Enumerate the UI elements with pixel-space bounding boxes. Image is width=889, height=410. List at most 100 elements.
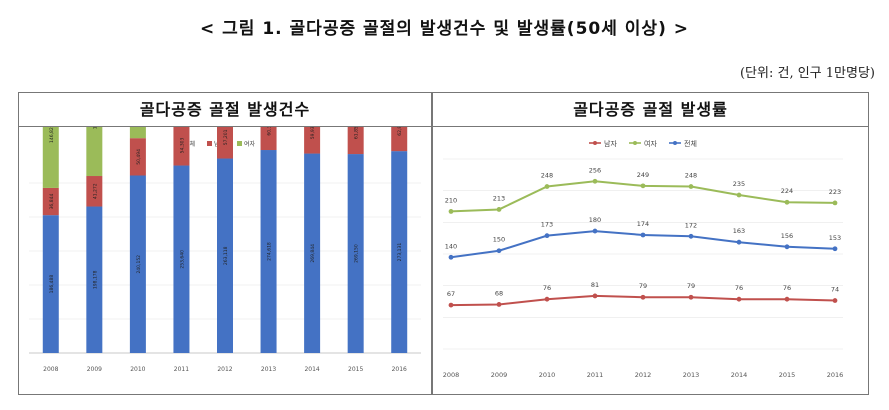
rate-chart-panel: 골다공증 골절 발생률 남자 여자 전체 67 68 76 81 79 79 76 76 74 210 2… <box>433 93 868 394</box>
data-label-female: 151,606 <box>92 127 98 129</box>
bar-total <box>391 151 408 353</box>
x-tick-label: 2014 <box>731 371 748 379</box>
data-point <box>496 207 502 212</box>
rate-line-chart: 남자 여자 전체 67 68 76 81 79 79 76 76 74 210 213 248 256 249 2… <box>443 139 844 379</box>
data-label-total: 253,640 <box>179 250 185 269</box>
legend-label: 전체 <box>184 140 195 148</box>
data-label-male: 60,385 <box>267 127 273 136</box>
unit-note: (단위: 건, 인구 1만명당) <box>739 66 875 81</box>
x-tick-label: 2008 <box>43 366 58 373</box>
data-label: 153 <box>829 234 841 242</box>
data-label: 248 <box>685 172 697 180</box>
legend-swatch <box>207 141 212 146</box>
x-tick-label: 2011 <box>587 371 604 379</box>
data-label-male: 57,201 <box>223 129 229 145</box>
legend-marker <box>633 141 637 145</box>
bar-total <box>217 158 233 353</box>
data-point <box>736 239 742 245</box>
count-chart-header: 골다공증 골절 발생건수 <box>19 93 431 127</box>
x-tick-label: 2015 <box>779 371 796 379</box>
data-point <box>640 232 646 238</box>
x-tick-label: 2008 <box>443 371 460 379</box>
data-label-total: 186,488 <box>49 275 55 294</box>
legend-label: 여자 <box>644 139 657 148</box>
data-label-female: 146,822 <box>49 127 55 143</box>
data-point <box>736 296 742 302</box>
data-point <box>448 209 454 214</box>
data-point <box>544 233 550 239</box>
x-tick-label: 2010 <box>539 371 556 379</box>
bar-total <box>347 154 364 353</box>
bar-male <box>42 187 59 216</box>
data-label: 76 <box>543 284 551 292</box>
data-label-total: 274,618 <box>267 242 273 261</box>
legend-swatch <box>237 141 242 146</box>
data-label: 256 <box>589 166 601 174</box>
data-label-male: 41,272 <box>92 183 98 199</box>
data-label-total: 269,150 <box>354 244 360 263</box>
data-label: 163 <box>733 227 745 235</box>
data-point <box>832 246 838 252</box>
bar-male <box>173 125 190 166</box>
legend-marker <box>593 141 597 145</box>
data-label: 140 <box>445 242 457 250</box>
legend-label: 남자 <box>604 139 617 148</box>
data-label: 68 <box>495 289 503 297</box>
bar-total <box>42 215 59 353</box>
data-label: 150 <box>493 236 505 244</box>
data-label-total: 273,131 <box>397 243 403 262</box>
rate-chart-header: 골다공증 골절 발생률 <box>433 93 868 127</box>
data-point <box>736 192 742 198</box>
data-label: 210 <box>445 196 457 204</box>
data-point <box>688 184 694 189</box>
data-point <box>592 293 598 299</box>
data-label: 156 <box>781 232 793 240</box>
data-label-male: 61,850 <box>354 127 360 139</box>
legend-label: 전체 <box>684 139 697 148</box>
data-point <box>448 302 454 308</box>
data-label: 174 <box>637 220 649 228</box>
data-label-male: 54,303 <box>179 137 185 153</box>
data-point <box>496 248 502 254</box>
data-label: 235 <box>733 180 745 188</box>
legend-marker <box>673 141 677 145</box>
x-tick-label: 2010 <box>130 366 145 373</box>
data-point <box>448 254 454 260</box>
data-point <box>640 183 646 189</box>
x-tick-label: 2016 <box>392 366 407 373</box>
x-tick-label: 2013 <box>261 366 276 373</box>
data-label: 67 <box>447 290 455 298</box>
data-point <box>688 233 694 239</box>
data-label: 213 <box>493 194 505 202</box>
x-tick-label: 2011 <box>174 366 189 373</box>
x-tick-label: 2012 <box>635 371 652 379</box>
data-point <box>640 294 646 300</box>
bar-total <box>86 206 103 353</box>
data-point <box>544 184 550 189</box>
data-label-total: 269,844 <box>310 244 316 263</box>
data-label: 74 <box>831 286 839 294</box>
data-label: 81 <box>591 281 599 289</box>
figure-title: < 그림 1. 골다공증 골절의 발생건수 및 발생률(50세 이상) > <box>199 19 690 39</box>
data-label: 79 <box>639 282 647 290</box>
data-label: 180 <box>589 216 601 224</box>
data-point <box>832 298 838 303</box>
data-point <box>784 244 790 250</box>
x-tick-label: 2013 <box>683 371 700 379</box>
data-label: 248 <box>541 172 553 180</box>
data-label: 223 <box>829 188 841 196</box>
chart-panels: 골다공증 골절 발생건수 전체 남자 여자 186,488 36,844 146,822 2… <box>18 0 869 395</box>
data-point <box>592 178 598 184</box>
data-label-male: 50,494 <box>136 149 142 165</box>
bar-total <box>304 153 321 353</box>
legend-label: 여자 <box>244 140 256 148</box>
bar-female <box>86 63 103 177</box>
data-label: 76 <box>783 284 791 292</box>
bar-female <box>129 0 146 139</box>
data-label: 249 <box>637 171 649 179</box>
data-label: 76 <box>735 284 743 292</box>
x-tick-label: 2014 <box>304 366 319 373</box>
data-point <box>784 199 790 205</box>
data-point <box>784 296 790 302</box>
count-chart-panel: 골다공증 골절 발생건수 전체남자여자186,48836,844146,8222… <box>19 0 433 394</box>
